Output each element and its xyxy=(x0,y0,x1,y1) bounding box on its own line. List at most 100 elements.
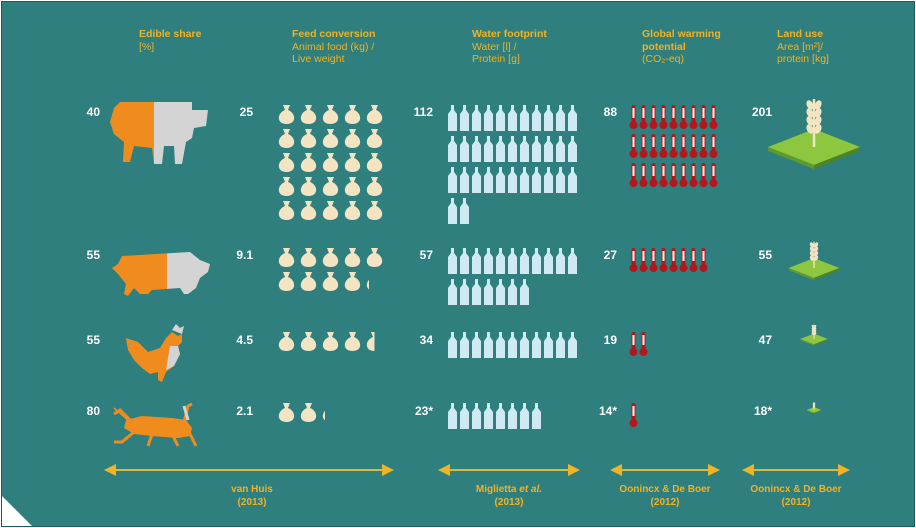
cattle-thermometer-icon xyxy=(659,134,668,158)
cattle-water-bottle-icon xyxy=(496,105,505,131)
cricket-icon xyxy=(113,402,198,447)
cattle-thermometer-icon xyxy=(639,134,648,158)
cattle-thermometer-icon xyxy=(659,105,668,129)
cattle-feed-sack-icon xyxy=(322,153,339,172)
header-global-warming: Global warming potential (CO₂-eq) xyxy=(642,28,721,65)
cattle-thermometer-icon xyxy=(629,134,638,158)
cattle-thermometer-icon xyxy=(709,163,718,187)
cattle-thermometer-icon xyxy=(669,163,678,187)
source-oonincx-land: Oonincx & De Boer (2012) xyxy=(750,484,842,508)
cricket-water-bottle-icon xyxy=(484,403,493,429)
cattle-water-bottle-icon xyxy=(448,136,457,162)
chicken-water-bottle-icon xyxy=(556,332,565,358)
cricket-edible-value: 80 xyxy=(86,404,100,418)
cattle-gwp-value: 88 xyxy=(603,105,617,119)
chicken-water-bottle-icon xyxy=(472,332,481,358)
cattle-thermometer-icon xyxy=(669,105,678,129)
cattle-feed-sack-icon xyxy=(344,177,361,196)
header-land-use: Land use Area [m²]/ protein [kg] xyxy=(777,28,829,65)
cattle-feed-sack-icon xyxy=(300,105,317,124)
cattle-feed-sack-icon xyxy=(366,129,383,148)
cricket-water-bottle-icon xyxy=(448,403,457,429)
pig-water-bottle-icon xyxy=(556,248,565,274)
cattle-feed-sack-icon xyxy=(366,201,383,220)
chicken-feed-sack-icon xyxy=(300,332,317,351)
pig-feed-sack-icon xyxy=(300,272,317,291)
chicken-water-bottle-icon xyxy=(448,332,457,358)
cattle-feed-sack-icon xyxy=(322,201,339,220)
cattle-water-bottle-icon xyxy=(520,167,529,193)
cattle-feed-sack-icon xyxy=(278,153,295,172)
cattle-water-bottle-icon xyxy=(484,136,493,162)
cattle-thermometer-icon xyxy=(649,163,658,187)
cattle-water-bottle-icon xyxy=(460,136,469,162)
pig-thermometer-icon xyxy=(629,248,638,272)
cattle-water-bottle-icon xyxy=(472,167,481,193)
cattle-land-field-icon xyxy=(768,99,860,169)
chicken-water-bottle-icon xyxy=(520,332,529,358)
pig-feed-sack-icon xyxy=(366,279,369,290)
cattle-thermometer-icon xyxy=(699,105,708,129)
cricket-gwp-value: 14* xyxy=(598,404,617,418)
cattle-water-bottle-icon xyxy=(520,136,529,162)
cattle-feed-value: 25 xyxy=(239,105,253,119)
pig-feed-sack-icon xyxy=(344,272,361,291)
pig-feed-sack-icon xyxy=(322,272,339,291)
chicken-feed-sack-icon xyxy=(322,332,339,351)
pig-water-bottle-icon xyxy=(496,279,505,305)
cattle-feed-sack-icon xyxy=(278,105,295,124)
cattle-water-bottle-icon xyxy=(448,198,457,224)
chicken-land-field-icon xyxy=(800,324,828,346)
cattle-water-bottle-icon xyxy=(496,136,505,162)
cattle-icon xyxy=(110,102,208,164)
cricket-water-bottle-icon xyxy=(532,403,541,429)
cattle-water-bottle-icon xyxy=(484,167,493,193)
cricket-land-value: 18* xyxy=(753,404,772,418)
cattle-thermometer-icon xyxy=(689,134,698,158)
chicken-thermometer-icon xyxy=(639,332,648,356)
cricket-water-bottle-icon xyxy=(508,403,517,429)
cattle-thermometer-icon xyxy=(639,105,648,129)
cattle-edible-value: 40 xyxy=(86,105,100,119)
chicken-feed-sack-icon xyxy=(278,332,295,351)
chicken-water-value: 34 xyxy=(419,333,433,347)
cattle-feed-sack-icon xyxy=(366,153,383,172)
cattle-water-bottle-icon xyxy=(532,136,541,162)
cattle-feed-sack-icon xyxy=(278,201,295,220)
pig-water-bottle-icon xyxy=(484,279,493,305)
cattle-feed-sack-icon xyxy=(322,129,339,148)
cricket-water-bottle-icon xyxy=(520,403,529,429)
cattle-thermometer-icon xyxy=(629,105,638,129)
cattle-thermometer-icon xyxy=(699,163,708,187)
cattle-water-bottle-icon xyxy=(472,105,481,131)
source-van-huis: van Huis (2013) xyxy=(231,484,273,508)
pig-feed-sack-icon xyxy=(366,248,383,267)
pig-water-bottle-icon xyxy=(484,248,493,274)
cattle-water-bottle-icon xyxy=(508,136,517,162)
chicken-water-bottle-icon xyxy=(508,332,517,358)
cattle-water-bottle-icon xyxy=(544,136,553,162)
cattle-thermometer-icon xyxy=(709,134,718,158)
cattle-water-bottle-icon xyxy=(544,105,553,131)
pig-water-bottle-icon xyxy=(472,279,481,305)
pig-water-bottle-icon xyxy=(568,248,577,274)
cricket-land-field-icon xyxy=(806,402,822,414)
pig-water-bottle-icon xyxy=(544,248,553,274)
cattle-water-bottle-icon xyxy=(484,105,493,131)
pig-icon xyxy=(112,252,210,296)
chicken-water-bottle-icon xyxy=(568,332,577,358)
pig-feed-sack-icon xyxy=(344,248,361,267)
pig-thermometer-icon xyxy=(679,248,688,272)
header-water-footprint: Water footprint Water [l] / Protein [g] xyxy=(472,28,547,65)
source-arrow-van-huis xyxy=(104,464,394,476)
header-feed-conversion: Feed conversion Animal food (kg) / Live … xyxy=(292,28,376,65)
chicken-water-bottle-icon xyxy=(460,332,469,358)
chicken-gwp-value: 19 xyxy=(603,333,617,347)
cattle-thermometer-icon xyxy=(689,163,698,187)
cattle-thermometer-icon xyxy=(629,163,638,187)
cricket-feed-sack-icon xyxy=(278,403,295,422)
cattle-feed-sack-icon xyxy=(322,105,339,124)
cricket-water-bottle-icon xyxy=(496,403,505,429)
cattle-land-value: 201 xyxy=(751,105,772,119)
cricket-water-bottle-icon xyxy=(472,403,481,429)
